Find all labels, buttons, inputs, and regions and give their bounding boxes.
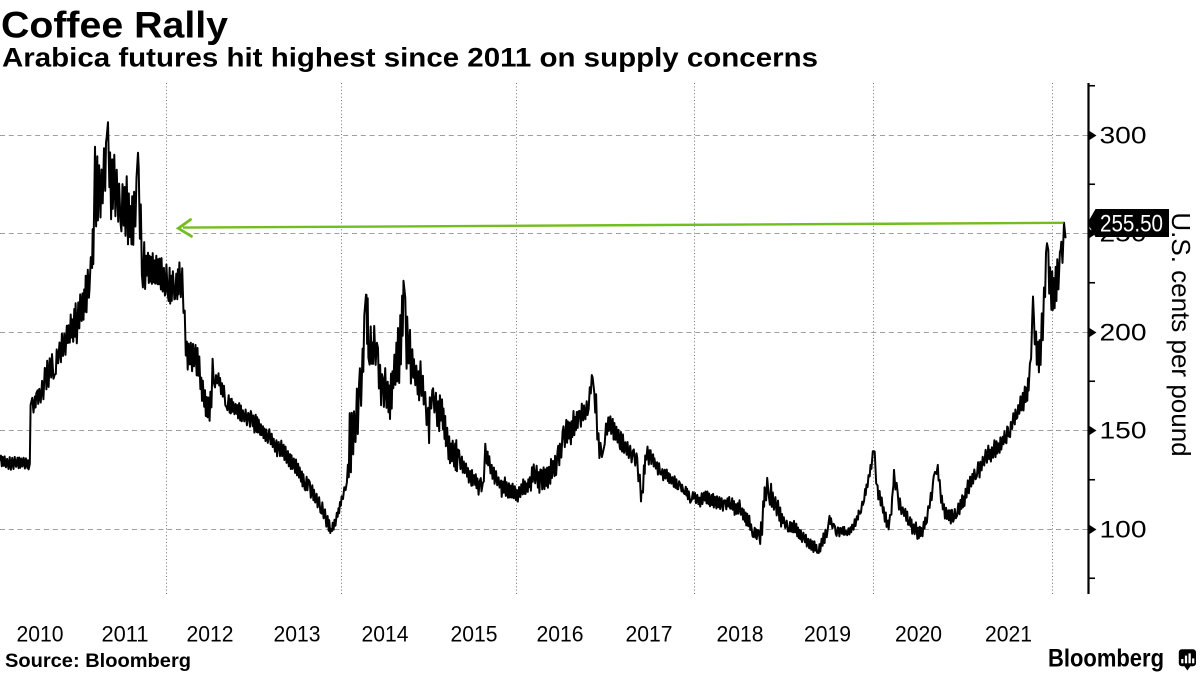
svg-text:2012: 2012 — [187, 622, 234, 647]
svg-text:Arabica futures hit highest si: Arabica futures hit highest since 2011 o… — [2, 43, 818, 73]
svg-text:200: 200 — [1100, 320, 1147, 347]
svg-text:2016: 2016 — [537, 622, 584, 647]
svg-text:2018: 2018 — [717, 622, 764, 647]
svg-text:2020: 2020 — [895, 622, 942, 647]
svg-text:2010: 2010 — [17, 622, 64, 647]
svg-text:255.50: 255.50 — [1100, 211, 1163, 238]
svg-text:2015: 2015 — [451, 622, 498, 647]
svg-text:100: 100 — [1100, 517, 1147, 544]
svg-text:300: 300 — [1100, 123, 1147, 150]
svg-text:2011: 2011 — [102, 622, 149, 647]
svg-text:150: 150 — [1100, 418, 1147, 445]
svg-text:Coffee Rally: Coffee Rally — [1, 5, 228, 46]
svg-text:2013: 2013 — [274, 622, 321, 647]
svg-text:2019: 2019 — [804, 622, 851, 647]
svg-text:Bloomberg: Bloomberg — [1048, 644, 1164, 672]
svg-text:Source: Bloomberg: Source: Bloomberg — [5, 651, 191, 672]
svg-text:U.S. cents per pound: U.S. cents per pound — [1166, 212, 1196, 456]
svg-text:2017: 2017 — [626, 622, 673, 647]
svg-text:2014: 2014 — [362, 622, 409, 647]
svg-text:2021: 2021 — [985, 622, 1032, 647]
